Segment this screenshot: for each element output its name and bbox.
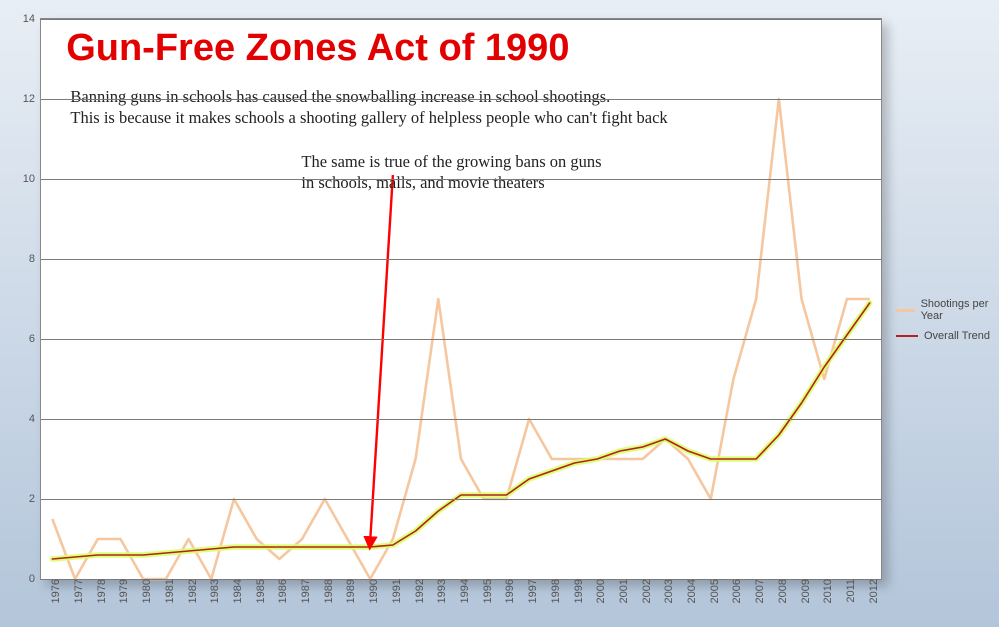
x-tick-label: 2002 <box>639 579 653 603</box>
x-tick-label: 1993 <box>434 579 448 603</box>
x-tick-label: 1983 <box>207 579 221 603</box>
gridline <box>41 179 881 180</box>
x-tick-label: 1981 <box>162 579 176 603</box>
y-tick-label: 10 <box>23 173 41 185</box>
annotation-2: The same is true of the growing bans on … <box>301 151 601 193</box>
gridline <box>41 99 881 100</box>
x-tick-label: 1994 <box>457 579 471 603</box>
x-tick-label: 1996 <box>502 579 516 603</box>
x-tick-label: 1977 <box>71 579 85 603</box>
legend-label: Shootings per Year <box>921 298 999 322</box>
x-tick-label: 1978 <box>94 579 108 603</box>
annotation-line: Banning guns in schools has caused the s… <box>70 86 667 107</box>
x-tick-label: 1998 <box>548 579 562 603</box>
x-tick-label: 2008 <box>775 579 789 603</box>
x-tick-label: 2010 <box>820 579 834 603</box>
x-tick-label: 2005 <box>707 579 721 603</box>
gridline <box>41 419 881 420</box>
y-tick-label: 4 <box>29 413 41 425</box>
y-tick-label: 2 <box>29 493 41 505</box>
plot-area: Gun-Free Zones Act of 1990 Banning guns … <box>41 19 881 579</box>
x-tick-label: 2006 <box>729 579 743 603</box>
gridline <box>41 499 881 500</box>
x-tick-label: 2004 <box>684 579 698 603</box>
annotation-1: Banning guns in schools has caused the s… <box>70 86 667 128</box>
x-tick-label: 1985 <box>253 579 267 603</box>
legend-item: Shootings per Year <box>896 298 999 322</box>
gridline <box>41 19 881 20</box>
annotation-arrow <box>370 175 393 541</box>
legend-item: Overall Trend <box>896 330 999 342</box>
legend: Shootings per Year Overall Trend <box>896 290 999 350</box>
legend-swatch <box>896 309 915 312</box>
x-tick-label: 2001 <box>616 579 630 603</box>
series-trend <box>52 303 869 559</box>
x-tick-label: 1984 <box>230 579 244 603</box>
y-tick-label: 6 <box>29 333 41 345</box>
x-tick-label: 1990 <box>366 579 380 603</box>
chart-frame: Gun-Free Zones Act of 1990 Banning guns … <box>40 18 882 580</box>
x-tick-label: 1979 <box>116 579 130 603</box>
y-tick-label: 8 <box>29 253 41 265</box>
x-tick-label: 1997 <box>525 579 539 603</box>
x-tick-label: 1980 <box>139 579 153 603</box>
x-tick-label: 2000 <box>593 579 607 603</box>
y-tick-label: 14 <box>23 13 41 25</box>
x-tick-label: 2009 <box>798 579 812 603</box>
x-tick-label: 1992 <box>412 579 426 603</box>
annotation-line: in schools, malls, and movie theaters <box>301 172 601 193</box>
x-tick-label: 1991 <box>389 579 403 603</box>
x-tick-label: 2012 <box>866 579 880 603</box>
x-tick-label: 1976 <box>48 579 62 603</box>
y-tick-label: 12 <box>23 93 41 105</box>
annotation-line: The same is true of the growing bans on … <box>301 151 601 172</box>
annotation-line: This is because it makes schools a shoot… <box>70 107 667 128</box>
legend-swatch <box>896 335 918 337</box>
x-tick-label: 2007 <box>752 579 766 603</box>
legend-label: Overall Trend <box>924 330 990 342</box>
x-tick-label: 1987 <box>298 579 312 603</box>
y-tick-label: 0 <box>29 573 41 585</box>
x-tick-label: 2011 <box>843 579 857 603</box>
x-tick-label: 1982 <box>185 579 199 603</box>
x-tick-label: 1999 <box>571 579 585 603</box>
x-tick-label: 2003 <box>661 579 675 603</box>
x-tick-label: 1988 <box>321 579 335 603</box>
x-tick-label: 1986 <box>275 579 289 603</box>
x-tick-label: 1995 <box>480 579 494 603</box>
gridline <box>41 259 881 260</box>
chart-title: Gun-Free Zones Act of 1990 <box>66 27 569 70</box>
arrow-group <box>370 175 393 541</box>
gridline <box>41 339 881 340</box>
x-tick-label: 1989 <box>343 579 357 603</box>
series-trend-glow <box>52 303 869 559</box>
